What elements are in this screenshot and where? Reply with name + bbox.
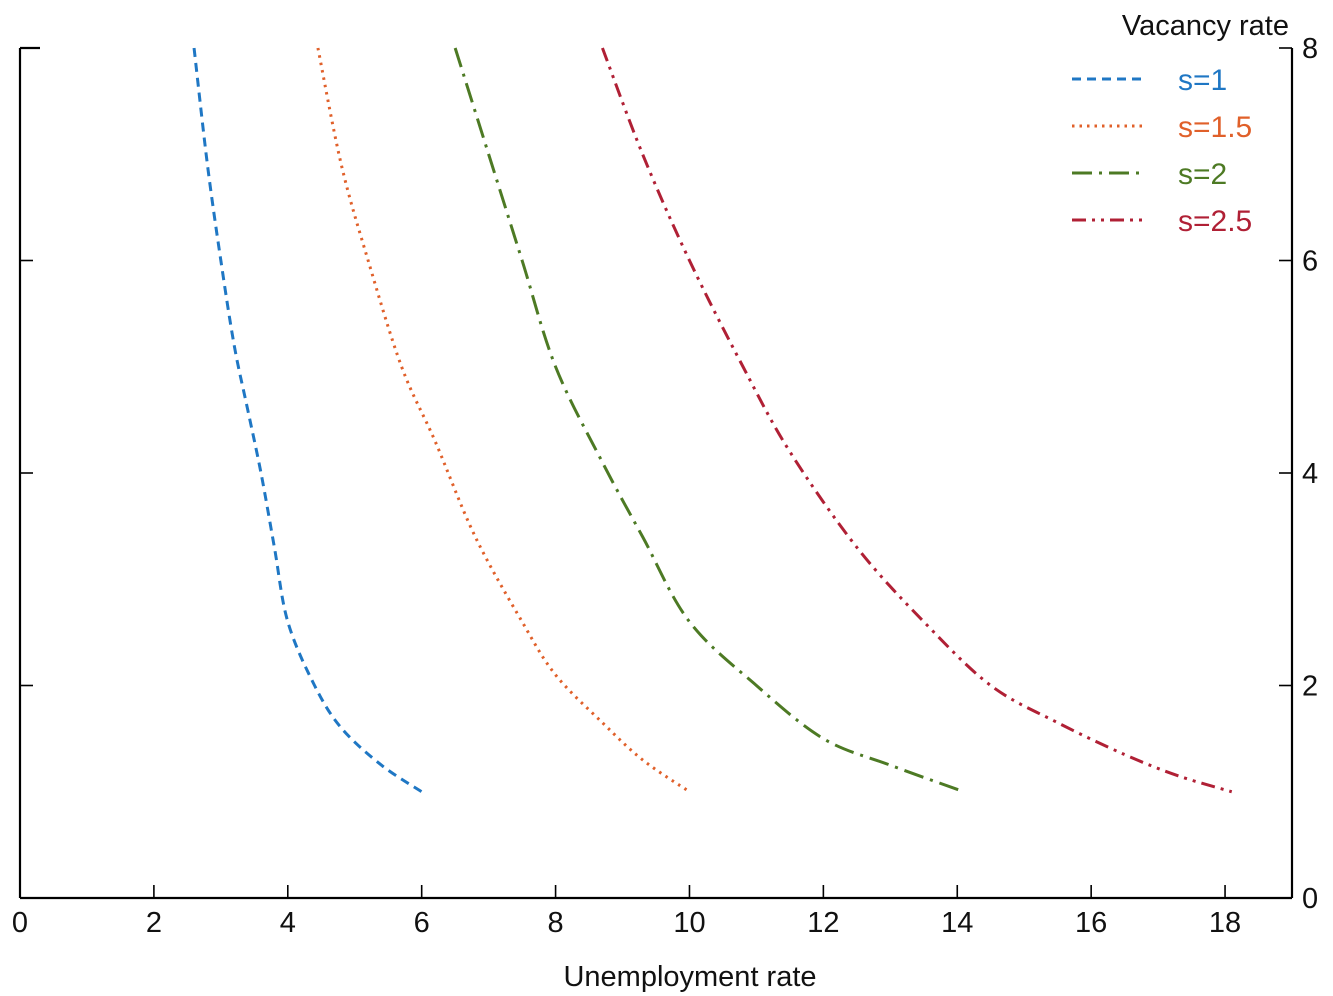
x-tick-label: 18	[1209, 907, 1241, 939]
x-axis-title: Unemployment rate	[563, 961, 816, 993]
x-tick-label: 4	[280, 907, 296, 939]
series-layer	[192, 47, 1233, 794]
legend-label-4: s=2.5	[1178, 205, 1252, 238]
plot-frame	[18, 46, 1294, 900]
x-tick-label: 12	[807, 907, 839, 939]
x-tick-label: 2	[146, 907, 162, 939]
series-line-1	[192, 47, 423, 794]
legend-label-1: s=1	[1178, 64, 1227, 97]
x-axis-ticks: 0 2 4 6 8 10 12 14 16 18	[12, 885, 1241, 939]
y-axis-ticks: 0 2 4 6 8	[20, 33, 1318, 915]
series-line-4	[601, 47, 1233, 794]
y-axis-title: Vacancy rate	[1122, 10, 1289, 42]
series-line-3	[453, 47, 965, 794]
x-tick-label: 6	[414, 907, 430, 939]
legend: s=1 s=1.5 s=2 s=2.5	[1072, 64, 1252, 238]
x-tick-label: 8	[548, 907, 564, 939]
y-tick-label: 0	[1302, 883, 1318, 915]
legend-label-3: s=2	[1178, 158, 1227, 191]
y-tick-label: 6	[1302, 246, 1318, 278]
x-tick-label: 0	[12, 907, 28, 939]
series-line-2	[316, 47, 691, 793]
legend-label-2: s=1.5	[1178, 111, 1252, 144]
y-tick-label: 2	[1302, 671, 1318, 703]
x-tick-label: 10	[673, 907, 705, 939]
x-tick-label: 14	[941, 907, 973, 939]
y-tick-label: 8	[1302, 33, 1318, 65]
y-tick-label: 4	[1302, 458, 1318, 490]
x-tick-label: 16	[1075, 907, 1107, 939]
